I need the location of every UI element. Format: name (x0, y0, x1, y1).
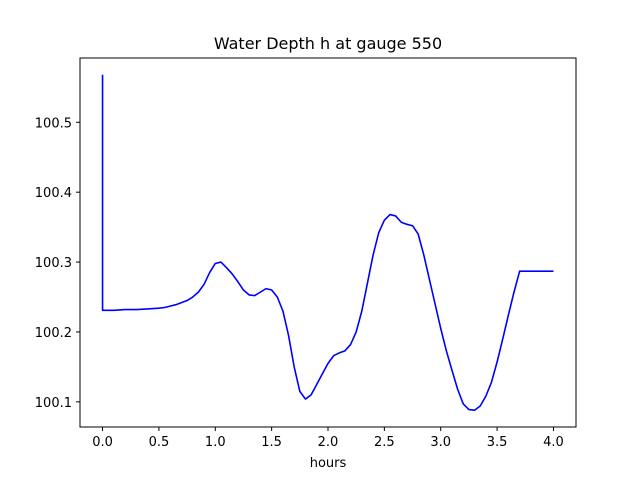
chart-title: Water Depth h at gauge 550 (214, 34, 442, 53)
y-axis-ticks: 100.1 100.2 100.3 100.4 100.5 (35, 116, 80, 411)
x-tick-label: 1.5 (261, 435, 282, 450)
series-line-0 (101, 74, 554, 412)
x-axis-label: hours (310, 456, 347, 471)
x-tick-label: 3.0 (430, 435, 451, 450)
x-tick-label: 4.0 (543, 435, 564, 450)
y-tick-label: 100.2 (35, 326, 72, 341)
y-tick-label: 100.3 (35, 256, 72, 271)
y-tick-label: 100.4 (35, 186, 72, 201)
x-tick-label: 2.5 (374, 435, 395, 450)
x-axis-ticks: 0.0 0.5 1.0 1.5 2.0 2.5 3.0 3.5 4.0 (92, 427, 564, 450)
x-tick-label: 2.0 (318, 435, 339, 450)
x-tick-label: 0.5 (149, 435, 170, 450)
x-tick-label: 0.0 (92, 435, 113, 450)
y-tick-label: 100.5 (35, 116, 72, 131)
x-tick-label: 1.0 (205, 435, 226, 450)
x-tick-label: 3.5 (487, 435, 508, 450)
series-layer (101, 74, 554, 412)
y-tick-label: 100.1 (35, 396, 72, 411)
plot-area-frame (79, 57, 577, 428)
